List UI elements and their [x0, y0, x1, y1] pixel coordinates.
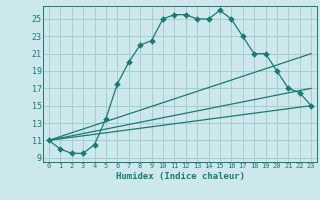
X-axis label: Humidex (Indice chaleur): Humidex (Indice chaleur) [116, 172, 244, 181]
